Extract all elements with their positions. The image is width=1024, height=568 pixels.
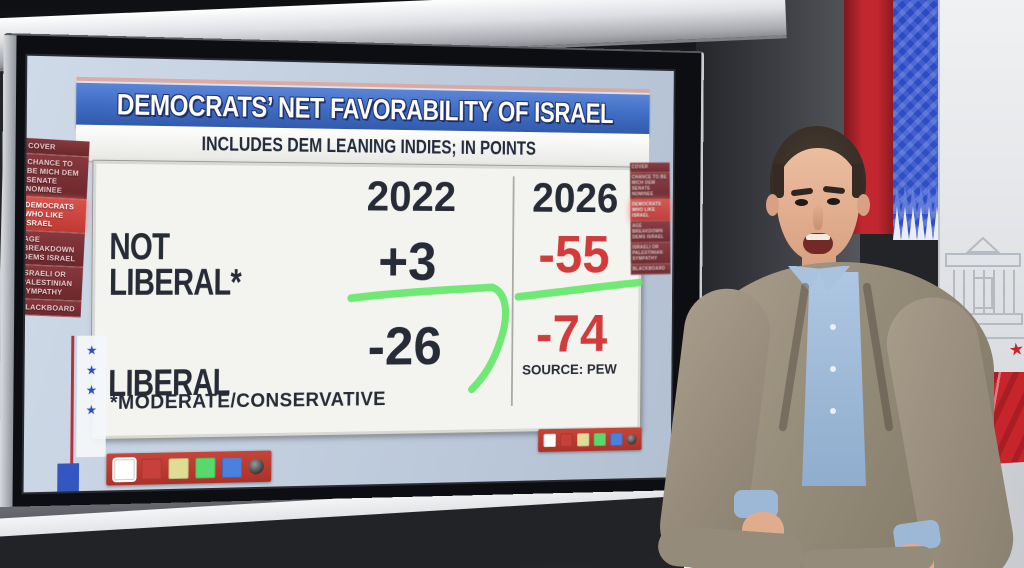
- footnote: *MODERATE/CONSERVATIVE: [110, 389, 386, 415]
- tv-broadcast-frame: ★ DEMOCRATS’ NET FAVORABILITY OF ISRAEL …: [0, 0, 1024, 568]
- value-notliberal-2022: +3: [341, 234, 473, 288]
- color-swatch-green[interactable]: [195, 457, 215, 478]
- row-label-not-liberal: NOT LIBERAL*: [109, 229, 263, 301]
- touchscreen[interactable]: DEMOCRATS’ NET FAVORABILITY OF ISRAEL IN…: [24, 56, 674, 493]
- sidebar-red-rule: [70, 336, 74, 468]
- annotation-palette: [106, 451, 271, 486]
- color-swatch-red[interactable]: [560, 433, 572, 446]
- rundown-item-senate[interactable]: CHANCE TO BE MICH DEM SENATE NOMINEE: [24, 154, 89, 200]
- star-icon: ★: [86, 344, 98, 357]
- rundown-list: COVER CHANCE TO BE MICH DEM SENATE NOMIN…: [24, 138, 90, 318]
- color-swatch-green[interactable]: [594, 433, 606, 446]
- value-liberal-2026: -74: [510, 307, 634, 361]
- blue-corner-decoration: [57, 463, 79, 491]
- eraser-icon[interactable]: [627, 434, 637, 444]
- stars-decoration: ★ ★ ★ ★: [76, 336, 106, 458]
- presenter-shirt: [802, 272, 866, 486]
- color-swatch-white[interactable]: [114, 459, 135, 480]
- column-header-2026: 2026: [516, 175, 634, 223]
- star-icon: ★: [86, 383, 98, 396]
- column-header-2022: 2022: [345, 173, 477, 222]
- board-subtitle: INCLUDES DEM LEANING INDIES; IN POINTS: [201, 133, 536, 160]
- board-title: DEMOCRATS’ NET FAVORABILITY OF ISRAEL: [117, 89, 614, 131]
- rundown-item-blackboard[interactable]: BLACKBOARD: [24, 299, 82, 318]
- rundown-item-dems-israel[interactable]: DEMOCRATS WHO LIKE ISRAEL: [24, 197, 87, 234]
- rundown-item-sympathy[interactable]: ISRAELI OR PALESTINIAN SYMPATHY: [24, 265, 84, 302]
- video-wall: DEMOCRATS’ NET FAVORABILITY OF ISRAEL IN…: [0, 33, 704, 507]
- presenter: [652, 92, 1024, 568]
- value-notliberal-2026: -55: [512, 228, 636, 281]
- color-swatch-yellow[interactable]: [577, 433, 589, 446]
- presenter-mouth: [803, 233, 833, 254]
- rundown-item-age-breakdown[interactable]: AGE BREAKDOWN DEMS ISRAEL: [24, 231, 85, 268]
- color-swatch-blue[interactable]: [610, 432, 622, 445]
- color-swatch-yellow[interactable]: [168, 458, 188, 479]
- color-swatch-white[interactable]: [543, 434, 555, 447]
- color-swatch-blue[interactable]: [222, 456, 242, 477]
- wall-bezel-edge: [0, 35, 17, 507]
- eraser-icon[interactable]: [249, 458, 264, 474]
- star-icon: ★: [86, 363, 98, 376]
- value-liberal-2022: -26: [338, 319, 470, 374]
- star-icon: ★: [86, 403, 98, 416]
- data-table-card: 2022 2026 NOT LIBERAL* LIBERAL +3 -55 -2…: [91, 161, 642, 439]
- source-credit: SOURCE: PEW: [508, 361, 631, 378]
- color-swatch-red[interactable]: [141, 458, 161, 479]
- annotation-palette-small: [538, 427, 642, 452]
